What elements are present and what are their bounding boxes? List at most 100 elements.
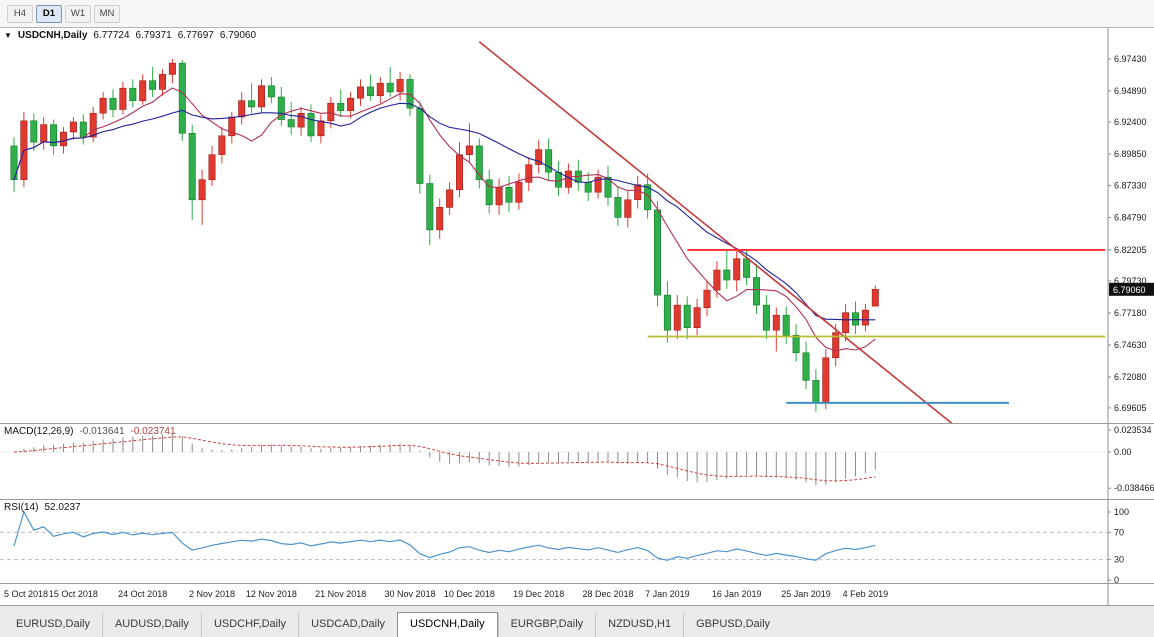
timeframe-button-h4[interactable]: H4: [7, 4, 33, 23]
candle: [832, 332, 840, 359]
candle: [871, 288, 879, 307]
candle: [159, 74, 167, 90]
candle: [208, 154, 216, 181]
descending-trendline[interactable]: [478, 41, 954, 423]
tab-gbpusd-daily[interactable]: GBPUSD,Daily: [683, 613, 782, 637]
macd-axis-label: -0.038466: [1114, 483, 1154, 493]
tab-audusd-daily[interactable]: AUDUSD,Daily: [101, 613, 201, 637]
candle: [851, 312, 859, 326]
candle: [139, 80, 147, 102]
price-axis-label: 6.87330: [1114, 181, 1147, 191]
candle: [416, 108, 424, 184]
candle: [653, 209, 661, 296]
candle: [218, 135, 226, 155]
tab-nzdusd-h1[interactable]: NZDUSD,H1: [595, 613, 683, 637]
tab-eurusd-daily[interactable]: EURUSD,Daily: [16, 618, 90, 630]
candle: [525, 164, 533, 183]
macd-axis-label: 0.023534: [1114, 425, 1152, 435]
candle: [614, 197, 622, 218]
current-price-tag: [1109, 282, 1154, 296]
tab-usdcad-daily[interactable]: USDCAD,Daily: [298, 613, 397, 637]
date-label: 15 Oct 2018: [49, 589, 98, 599]
candle: [446, 189, 454, 208]
candle: [356, 86, 364, 99]
moving-average-line: [13, 87, 876, 352]
candle: [723, 269, 731, 281]
candle: [366, 86, 374, 97]
date-label: 10 Dec 2018: [444, 589, 495, 599]
macd-canvas[interactable]: 0.023534 0.00 -0.038466: [0, 424, 1154, 499]
date-label: 28 Dec 2018: [582, 589, 633, 599]
candle: [545, 149, 553, 173]
candle: [861, 309, 869, 326]
timeframe-button-d1[interactable]: D1: [36, 4, 62, 23]
moving-average-line: [13, 102, 876, 321]
price-axis-label: 6.69605: [1114, 403, 1147, 413]
rsi-panel: 100 70 30 0 RSI(14) 52.0237: [0, 500, 1154, 584]
candle: [69, 121, 77, 133]
candle: [287, 119, 295, 128]
candle: [59, 131, 67, 147]
candle: [554, 171, 562, 188]
date-label: 25 Jan 2019: [781, 589, 831, 599]
candle: [119, 87, 127, 110]
date-label: 30 Nov 2018: [384, 589, 435, 599]
candle: [327, 102, 335, 122]
rsi-axis-label: 70: [1114, 527, 1124, 537]
candle: [812, 380, 820, 404]
rsi-axis-label: 100: [1114, 507, 1129, 517]
candle: [782, 314, 790, 336]
candle: [515, 181, 523, 203]
date-label: 7 Jan 2019: [645, 589, 690, 599]
candle: [10, 145, 18, 181]
price-axis-label: 6.92400: [1114, 117, 1147, 127]
candle: [772, 314, 780, 331]
candle: [644, 184, 652, 211]
candle: [673, 304, 681, 331]
candle: [436, 207, 444, 231]
price-axis-label: 6.79730: [1114, 276, 1147, 286]
candle: [624, 199, 632, 218]
candle: [317, 120, 325, 137]
candle: [337, 102, 345, 111]
rsi-axis-label: 30: [1114, 555, 1124, 565]
date-label: 12 Nov 2018: [246, 589, 297, 599]
candle: [149, 80, 157, 90]
date-label: 5 Oct 2018: [4, 589, 48, 599]
candle: [792, 334, 800, 354]
candle: [584, 181, 592, 193]
candle: [30, 120, 38, 143]
candle: [495, 187, 503, 206]
price-axis-label: 6.72080: [1114, 372, 1147, 382]
candle: [426, 183, 434, 231]
macd-signal-line: [13, 436, 876, 482]
candle: [594, 176, 602, 193]
candle: [535, 149, 543, 165]
candle: [89, 113, 97, 138]
price-axis-label: 6.84790: [1114, 213, 1147, 223]
candle: [703, 289, 711, 309]
date-label: 24 Oct 2018: [118, 589, 167, 599]
date-label: 19 Dec 2018: [513, 589, 564, 599]
candle: [505, 187, 513, 203]
candle: [733, 258, 741, 281]
tab-eurgbp-daily[interactable]: EURGBP,Daily: [497, 613, 596, 637]
candle: [752, 277, 760, 306]
timeframe-button-mn[interactable]: MN: [94, 4, 120, 23]
main-chart-canvas[interactable]: 6.97430 6.94890 6.92400 6.89850 6.87330 6.847…: [0, 28, 1154, 423]
price-axis-label: 6.94890: [1114, 86, 1147, 96]
tab-usdcnh-daily[interactable]: USDCNH,Daily: [397, 612, 498, 637]
candle: [693, 307, 701, 329]
candle: [465, 145, 473, 156]
price-axis-label: 6.74630: [1114, 340, 1147, 350]
timeframe-button-w1[interactable]: W1: [65, 4, 91, 23]
candle: [396, 79, 404, 93]
candle: [762, 304, 770, 331]
candle: [455, 154, 463, 191]
rsi-canvas[interactable]: 100 70 30 0: [0, 500, 1154, 583]
main-chart-panel: 6.97430 6.94890 6.92400 6.89850 6.87330 6.847…: [0, 28, 1154, 424]
candle: [168, 62, 176, 75]
candle: [79, 121, 87, 138]
candle: [40, 124, 48, 143]
tab-usdchf-daily[interactable]: USDCHF,Daily: [200, 613, 298, 637]
